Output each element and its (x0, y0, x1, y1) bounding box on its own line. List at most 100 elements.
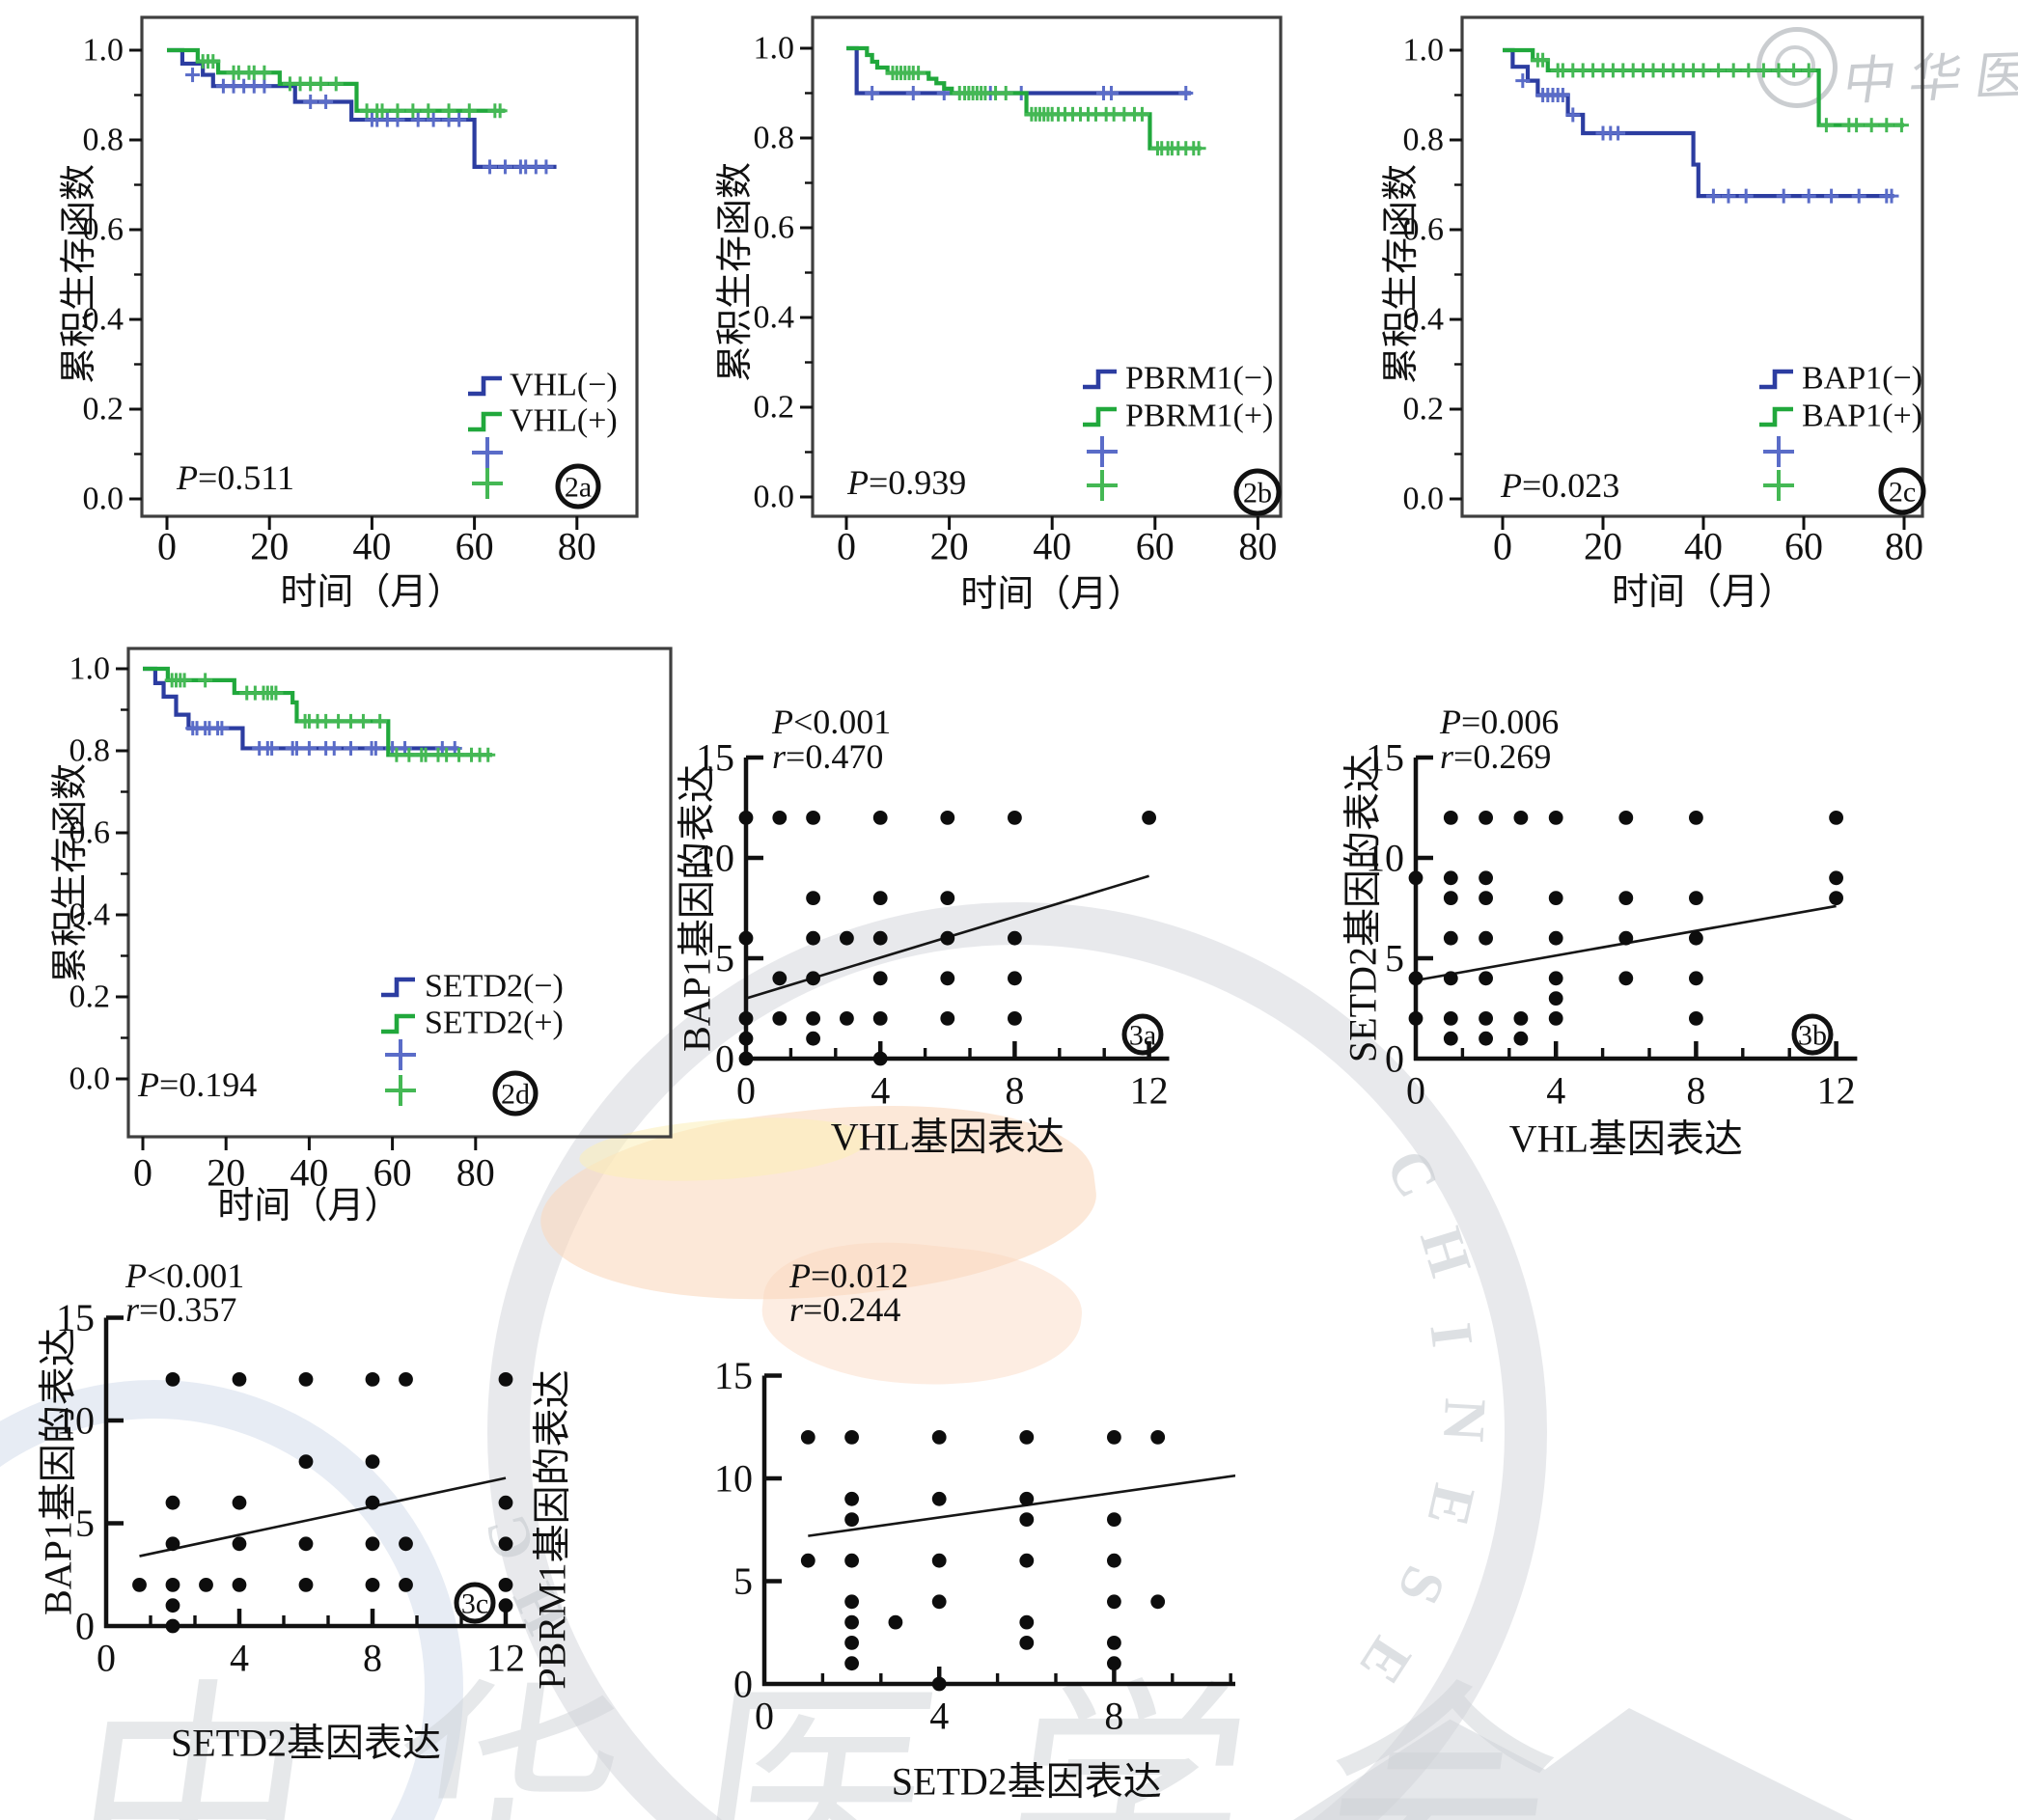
svg-text:0: 0 (733, 1663, 753, 1706)
svg-text:P=0.023: P=0.023 (1500, 466, 1619, 505)
svg-text:8: 8 (1686, 1069, 1705, 1113)
svg-text:60: 60 (456, 525, 494, 568)
svg-text:60: 60 (373, 1151, 412, 1195)
svg-text:0.8: 0.8 (69, 733, 111, 769)
svg-text:2b: 2b (1243, 478, 1272, 510)
svg-text:5: 5 (733, 1559, 753, 1603)
watermark-ring-letter: I (1417, 1319, 1486, 1352)
svg-text:SETD2基因表达: SETD2基因表达 (171, 1722, 441, 1765)
svg-text:40: 40 (1684, 525, 1723, 568)
svg-text:5: 5 (75, 1502, 95, 1545)
svg-text:0: 0 (1493, 525, 1512, 568)
svg-text:4: 4 (871, 1069, 890, 1113)
svg-text:15: 15 (714, 1354, 753, 1397)
svg-text:20: 20 (250, 525, 289, 568)
svg-text:0.4: 0.4 (1403, 302, 1445, 338)
svg-text:2a: 2a (565, 472, 592, 504)
svg-text:10: 10 (714, 1457, 753, 1501)
km-plot-setd2: 0.0 0.2 0.4 0.6 0.8 1.0 0 20 40 60 80 时间（月） 累积生存函数 SE… (19, 632, 714, 1259)
svg-text:0: 0 (736, 1069, 756, 1113)
svg-text:0: 0 (133, 1151, 152, 1195)
svg-text:0.8: 0.8 (83, 123, 124, 158)
svg-text:P=0.939: P=0.939 (846, 463, 966, 502)
svg-text:0.6: 0.6 (83, 212, 124, 248)
scatter-vhl-setd2: 0 5 10 15 0 4 8 12 VHL基因表达 SETD2基因的表达 P=0.006 r=0.2… (1313, 632, 2018, 1192)
svg-text:40: 40 (352, 525, 391, 568)
watermark-ring-letter: N (1430, 1396, 1499, 1445)
svg-text:3c: 3c (461, 1588, 488, 1620)
svg-text:40: 40 (290, 1151, 328, 1195)
svg-text:r=0.470: r=0.470 (772, 737, 883, 776)
svg-text:时间（月）: 时间（月） (960, 574, 1144, 615)
svg-text:12: 12 (1817, 1069, 1856, 1113)
svg-text:8: 8 (1005, 1069, 1024, 1113)
svg-text:0.6: 0.6 (69, 815, 111, 851)
svg-text:BAP1(+): BAP1(+) (1802, 399, 1922, 434)
svg-text:80: 80 (1238, 525, 1277, 568)
svg-text:20: 20 (207, 1151, 245, 1195)
svg-text:1.0: 1.0 (83, 33, 124, 69)
svg-text:0.2: 0.2 (1403, 392, 1445, 427)
svg-text:10: 10 (1366, 837, 1404, 880)
svg-text:1.0: 1.0 (754, 31, 795, 67)
svg-text:3a: 3a (1129, 1020, 1156, 1052)
svg-text:PBRM1基因的表达: PBRM1基因的表达 (531, 1369, 574, 1689)
svg-text:4: 4 (230, 1637, 249, 1680)
svg-text:0.0: 0.0 (754, 480, 795, 515)
svg-text:P=0.006: P=0.006 (1439, 703, 1559, 741)
svg-text:SETD2(+): SETD2(+) (425, 1006, 564, 1041)
svg-text:0: 0 (75, 1605, 95, 1648)
scatter-setd2-pbrm1: 05101504812SETD2基因表达PBRM1基因的表达P=0.012r=0… (502, 1221, 1235, 1820)
svg-text:BAP1(−): BAP1(−) (1802, 361, 1922, 397)
svg-text:0: 0 (1406, 1069, 1425, 1113)
svg-text:P=0.511: P=0.511 (176, 458, 294, 497)
svg-text:0: 0 (755, 1695, 774, 1738)
svg-text:累积生存函数: 累积生存函数 (50, 763, 91, 983)
svg-text:累积生存函数: 累积生存函数 (1381, 164, 1422, 384)
svg-text:80: 80 (558, 525, 596, 568)
svg-text:SETD2(−): SETD2(−) (425, 969, 564, 1005)
svg-text:累积生存函数: 累积生存函数 (59, 164, 99, 384)
km-plot-bap1: 0.0 0.2 0.4 0.6 0.8 1.0 0 20 40 60 80 时间（月） 累积生存函数 BA… (1370, 5, 2018, 637)
svg-text:r=0.357: r=0.357 (125, 1290, 236, 1329)
watermark-ring-letter: S (1384, 1557, 1458, 1614)
svg-text:0: 0 (1385, 1037, 1404, 1081)
watermark-ring-letter: E (1414, 1477, 1487, 1532)
km-plot-pbrm1: 0.0 0.2 0.4 0.6 0.8 1.0 0 20 40 60 80 时间（月） 累积生存函数 PB… (714, 5, 1341, 637)
svg-text:0.0: 0.0 (83, 482, 124, 517)
svg-text:时间（月）: 时间（月） (280, 572, 463, 613)
watermark-ring-letter: E (1345, 1625, 1424, 1696)
watermark-emblem-shape (1293, 1708, 1853, 1820)
svg-text:0.4: 0.4 (83, 302, 124, 338)
svg-text:P<0.001: P<0.001 (124, 1256, 244, 1295)
svg-text:15: 15 (1366, 736, 1404, 780)
watermark-ring-letter: H (1406, 1220, 1484, 1284)
svg-text:时间（月）: 时间（月） (217, 1186, 401, 1227)
svg-text:r=0.244: r=0.244 (789, 1290, 900, 1329)
svg-text:PBRM1(−): PBRM1(−) (1125, 361, 1273, 397)
svg-text:时间（月）: 时间（月） (1612, 572, 1795, 613)
svg-text:0.0: 0.0 (69, 1062, 111, 1097)
svg-text:BAP1基因的表达: BAP1基因的表达 (37, 1328, 80, 1615)
svg-text:8: 8 (363, 1637, 382, 1680)
svg-text:0.4: 0.4 (754, 300, 795, 336)
svg-text:80: 80 (1885, 525, 1923, 568)
svg-text:P<0.001: P<0.001 (771, 703, 891, 741)
svg-text:0: 0 (837, 525, 856, 568)
svg-text:0.0: 0.0 (1403, 482, 1445, 517)
svg-text:20: 20 (930, 525, 969, 568)
svg-text:0.8: 0.8 (754, 121, 795, 156)
svg-text:60: 60 (1784, 525, 1823, 568)
svg-text:累积生存函数: 累积生存函数 (715, 162, 756, 382)
svg-text:P=0.012: P=0.012 (788, 1256, 908, 1295)
svg-text:15: 15 (696, 736, 734, 780)
svg-text:20: 20 (1584, 525, 1622, 568)
km-plot-vhl: 0.0 0.2 0.4 0.6 0.8 1.0 0 20 40 60 80 时间（月） 累积生存函数 VH… (29, 5, 685, 637)
svg-text:1.0: 1.0 (69, 651, 111, 687)
svg-text:15: 15 (56, 1296, 95, 1339)
svg-text:8: 8 (1104, 1695, 1123, 1738)
scatter-setd2-bap1: 0 5 10 15 0 4 8 12 SETD2基因表达 BAP1基因的表达 P<0.001 r=0.… (19, 1221, 574, 1820)
svg-text:10: 10 (696, 837, 734, 880)
svg-text:5: 5 (715, 937, 734, 980)
svg-text:2c: 2c (1889, 477, 1916, 509)
